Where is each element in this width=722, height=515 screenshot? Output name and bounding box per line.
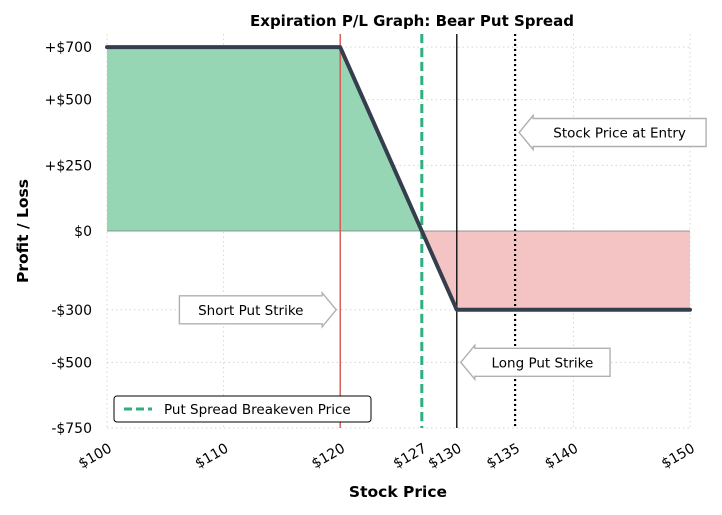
annotations: Short Put Strike Long Put Strike Stock Pri… <box>178 113 707 382</box>
annotation-label: Short Put Strike <box>198 303 303 319</box>
annotation-arrow-box <box>518 113 707 152</box>
legend-label: Put Spread Breakeven Price <box>164 402 351 418</box>
profit-loss-fills <box>107 47 690 310</box>
annotation-arrow-box <box>178 290 338 329</box>
legend-box <box>113 395 372 423</box>
profit-area <box>107 47 422 232</box>
annotation-label: Long Put Strike <box>492 355 594 371</box>
annotation-label: Stock Price at Entry <box>553 126 686 142</box>
pl-line-layer <box>105 45 692 312</box>
y-tick-label: +$700 <box>45 40 92 56</box>
y-tick-label: -$300 <box>51 303 92 319</box>
y-tick-label: -$500 <box>51 355 92 371</box>
y-tick-label: -$750 <box>51 421 92 437</box>
legend: Put Spread Breakeven Price <box>113 395 372 423</box>
y-tick-label: +$500 <box>45 93 92 109</box>
annotation-arrow-box <box>459 343 611 382</box>
loss-area <box>421 231 690 310</box>
y-tick-label: $0 <box>74 224 92 240</box>
x-axis-label: Stock Price <box>349 483 447 501</box>
y-axis-label: Profit / Loss <box>14 179 32 283</box>
y-tick-label: +$250 <box>45 158 92 174</box>
chart-title: Expiration P/L Graph: Bear Put Spread <box>250 12 574 30</box>
pl-line <box>105 45 692 312</box>
